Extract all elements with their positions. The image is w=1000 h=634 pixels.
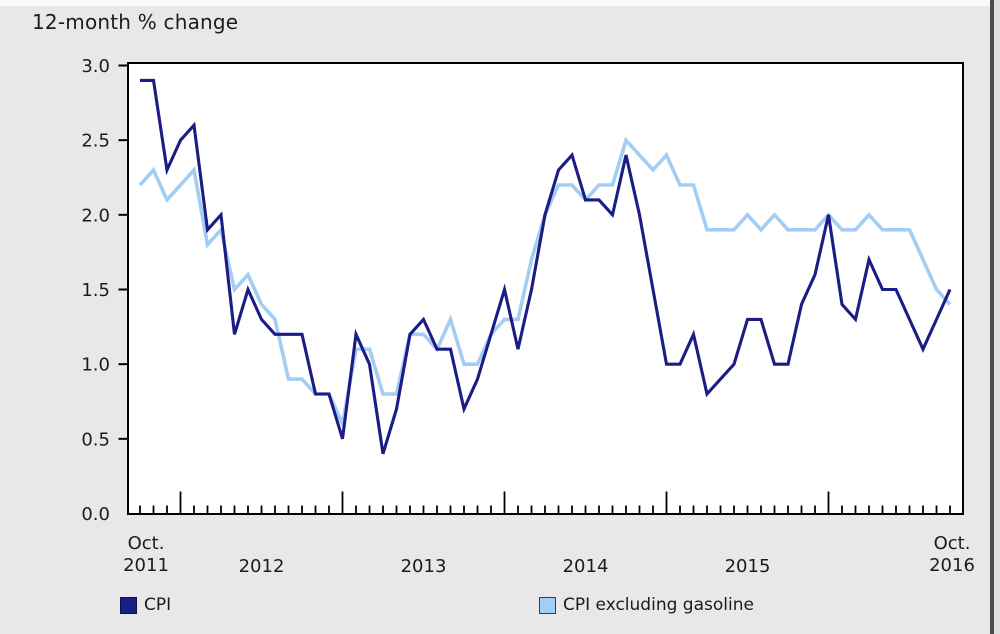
window-right-edge [990, 0, 994, 634]
x-axis-year-label: 2012 [239, 556, 285, 577]
y-axis-tick-label: 0.0 [81, 504, 110, 525]
x-axis-year-label: 2014 [563, 556, 609, 577]
y-axis-tick-label: 0.5 [81, 429, 110, 450]
y-axis-tick-label: 2.0 [81, 205, 110, 226]
y-axis-tick-label: 1.0 [81, 355, 110, 376]
x-axis-start-label: Oct. 2011 [112, 533, 180, 577]
window-right-margin [994, 0, 1000, 634]
x-axis-end-month: Oct. [933, 533, 971, 554]
window-top-edge [0, 0, 1000, 6]
x-axis-start-year: 2011 [123, 555, 169, 576]
legend-item-cpi: CPI [120, 595, 171, 615]
y-axis-tick-label: 3.0 [81, 56, 110, 77]
chart-title: 12-month % change [32, 10, 239, 34]
cpi-excluding-gasoline-legend-label: CPI excluding gasoline [563, 595, 754, 615]
x-axis-year-label: 2013 [401, 556, 447, 577]
cpi-line [140, 78, 952, 455]
legend-item-cpi-excluding-gasoline: CPI excluding gasoline [539, 595, 754, 615]
cpi-legend-swatch [120, 596, 137, 614]
plot-area [127, 62, 964, 515]
x-axis-end-label: Oct. 2016 [918, 533, 986, 577]
cpi-excluding-gasoline-legend-swatch [539, 596, 556, 614]
x-axis-start-month: Oct. [127, 533, 165, 554]
legend: CPI CPI excluding gasoline [0, 595, 990, 621]
y-axis-tick-label: 2.5 [81, 131, 110, 152]
y-axis-tick-label: 1.5 [81, 280, 110, 301]
x-axis-year-label: 2015 [725, 556, 771, 577]
cpi-legend-label: CPI [144, 595, 172, 615]
x-axis-end-year: 2016 [929, 555, 975, 576]
